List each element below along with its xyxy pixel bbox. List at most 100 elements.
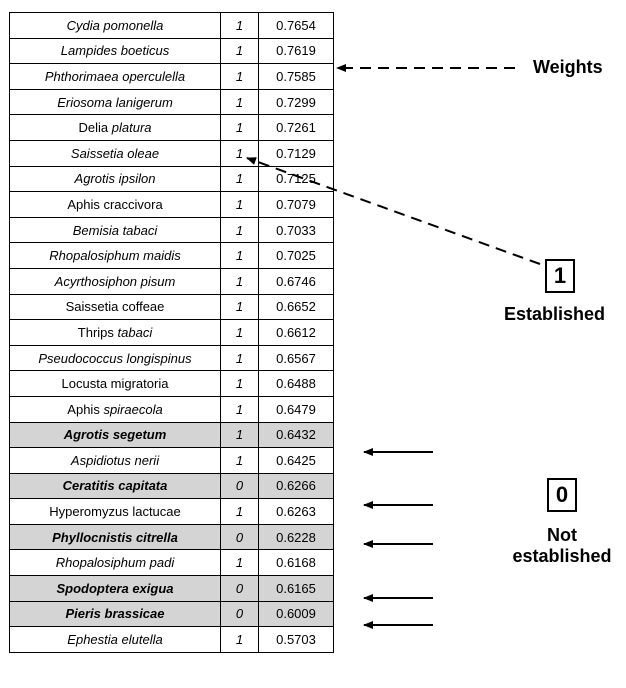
species-name-cell: Aspidiotus nerii: [9, 447, 221, 474]
table-row: Pseudococcus longispinus 1 0.6567: [9, 344, 334, 372]
weights-label: Weights: [533, 57, 603, 77]
table-row: Delia platura 1 0.7261: [9, 114, 334, 141]
table-row: Phyllocnistis citrella 0 0.6228: [9, 523, 334, 551]
weight-cell: 0.6165: [258, 575, 334, 602]
species-name-part: Saissetia oleae: [70, 145, 160, 161]
established-cell: 1: [220, 549, 259, 577]
weight-cell: 0.7619: [258, 37, 334, 65]
weight-cell: 0.6479: [258, 395, 334, 423]
species-name-part: Spodoptera exigua: [56, 580, 174, 596]
table-row: Agrotis segetum 1 0.6432: [9, 421, 334, 449]
table-row: Ephestia elutella 1 0.5703: [9, 626, 334, 653]
species-name-part: Hyperomyzus lactucae: [49, 504, 181, 520]
species-name-part: Eriosoma lanigerum: [57, 94, 173, 110]
species-name-part: Rhopalosiphum padi: [55, 555, 175, 571]
table-row: Pieris brassicae 0 0.6009: [9, 600, 334, 628]
species-name-cell: Pieris brassicae: [9, 600, 221, 628]
species-name-part: Saissetia coffeae: [65, 299, 165, 315]
weight-cell: 0.7654: [258, 12, 334, 39]
established-cell: 1: [220, 395, 259, 423]
weight-cell: 0.6567: [258, 344, 334, 372]
table-row: Ceratitis capitata 0 0.6266: [9, 472, 334, 500]
species-name-part: platura: [111, 120, 152, 136]
species-name-cell: Phthorimaea operculella: [9, 63, 221, 90]
weight-cell: 0.7125: [258, 165, 334, 193]
table-row: Rhopalosiphum padi 1 0.6168: [9, 549, 334, 577]
species-name-part: Phthorimaea operculella: [44, 68, 186, 84]
species-name-part: Lampides boeticus: [60, 43, 170, 59]
species-name-part: Aphis: [67, 401, 104, 417]
established-cell: 1: [220, 191, 259, 218]
weight-cell: 0.6432: [258, 421, 334, 449]
established-cell: 1: [220, 319, 259, 346]
species-name-part: tabaci: [117, 324, 153, 340]
weight-cell: 0.6488: [258, 370, 334, 397]
species-table: Cydia pomonella 1 0.7654 Lampides boeticus 1…: [9, 12, 334, 653]
not-established-label-line1: Not: [547, 525, 577, 545]
weight-cell: 0.7129: [258, 139, 334, 167]
weight-cell: 0.5703: [258, 626, 334, 653]
table-row: Eriosoma lanigerum 1 0.7299: [9, 88, 334, 116]
species-name-cell: Agrotis segetum: [9, 421, 221, 449]
established-box: 1: [545, 259, 575, 293]
established-cell: 1: [220, 37, 259, 65]
established-cell: 1: [220, 626, 259, 653]
species-name-part: Cydia pomonella: [66, 17, 164, 33]
established-cell: 1: [220, 88, 259, 116]
species-name-part: Rhopalosiphum maidis: [49, 248, 181, 264]
established-cell: 1: [220, 421, 259, 449]
table-row: Cydia pomonella 1 0.7654: [9, 12, 334, 39]
weight-cell: 0.6652: [258, 293, 334, 321]
species-name-part: Thrips: [77, 324, 118, 340]
table-row: Saissetia oleae 1 0.7129: [9, 139, 334, 167]
weight-cell: 0.6168: [258, 549, 334, 577]
not-established-box: 0: [547, 478, 577, 512]
not-established-label-line2: established: [512, 546, 612, 566]
species-name-cell: Bemisia tabaci: [9, 216, 221, 244]
species-name-part: Acyrthosiphon pisum: [54, 273, 176, 289]
table-row: Bemisia tabaci 1 0.7033: [9, 216, 334, 244]
species-name-part: Ceratitis capitata: [62, 478, 168, 494]
species-name-part: Bemisia tabaci: [72, 222, 158, 238]
table-row: Aphis spiraecola 1 0.6479: [9, 395, 334, 423]
species-name-cell: Cydia pomonella: [9, 12, 221, 39]
species-name-part: Pieris brassicae: [65, 606, 165, 622]
table-row: Aspidiotus nerii 1 0.6425: [9, 447, 334, 474]
established-cell: 1: [220, 114, 259, 141]
weight-cell: 0.7299: [258, 88, 334, 116]
species-name-cell: Agrotis ipsilon: [9, 165, 221, 193]
species-name-cell: Rhopalosiphum padi: [9, 549, 221, 577]
weight-cell: 0.6228: [258, 523, 334, 551]
species-name-part: Ephestia elutella: [67, 632, 163, 648]
species-name-part: spiraecola: [103, 401, 163, 417]
species-name-cell: Locusta migratoria: [9, 370, 221, 397]
table-row: Locusta migratoria 1 0.6488: [9, 370, 334, 397]
species-name-cell: Hyperomyzus lactucae: [9, 498, 221, 525]
established-cell: 0: [220, 575, 259, 602]
weight-cell: 0.7079: [258, 191, 334, 218]
established-cell: 1: [220, 12, 259, 39]
species-name-cell: Saissetia oleae: [9, 139, 221, 167]
table-row: Agrotis ipsilon 1 0.7125: [9, 165, 334, 193]
species-name-cell: Spodoptera exigua: [9, 575, 221, 602]
species-name-cell: Ephestia elutella: [9, 626, 221, 653]
weight-cell: 0.6746: [258, 267, 334, 295]
species-name-part: Agrotis ipsilon: [74, 171, 156, 187]
established-cell: 0: [220, 472, 259, 500]
table-body: Cydia pomonella 1 0.7654 Lampides boeticus 1…: [9, 12, 334, 653]
established-arrow: [246, 157, 541, 265]
table-row: Spodoptera exigua 0 0.6165: [9, 575, 334, 602]
species-name-part: Delia: [78, 120, 112, 136]
species-name-part: Aphis craccivora: [67, 196, 163, 212]
species-name-cell: Delia platura: [9, 114, 221, 141]
table-row: Hyperomyzus lactucae 1 0.6263: [9, 498, 334, 525]
species-name-part: Locusta migratoria: [61, 376, 169, 392]
established-label: Established: [504, 304, 606, 324]
species-name-cell: Ceratitis capitata: [9, 472, 221, 500]
species-name-part: Aspidiotus nerii: [70, 452, 160, 468]
established-cell: 0: [220, 523, 259, 551]
species-name-cell: Phyllocnistis citrella: [9, 523, 221, 551]
species-name-part: Pseudococcus longispinus: [38, 350, 192, 366]
weight-cell: 0.7033: [258, 216, 334, 244]
